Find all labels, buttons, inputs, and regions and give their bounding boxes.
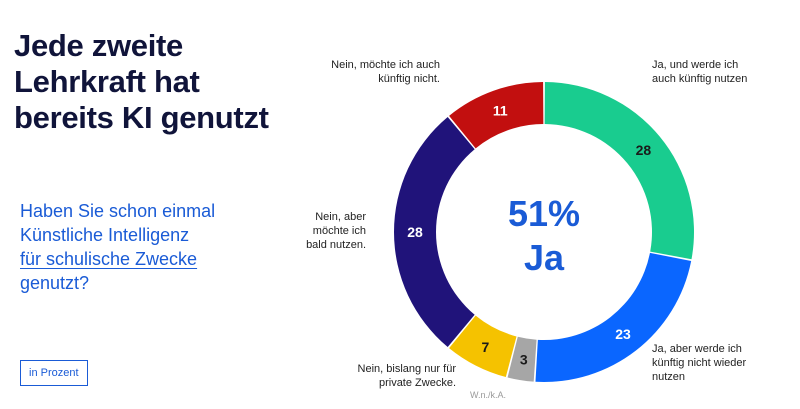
category-label: Nein, bislang nur für private Zwecke. (330, 362, 456, 390)
donut-slice (544, 82, 694, 260)
category-label: Ja, und werde ich auch künftig nutzen (652, 58, 747, 86)
slice-value-label: 11 (493, 103, 508, 119)
category-label-line: künftig nicht wieder (652, 357, 747, 369)
slice-value-label: 28 (407, 224, 423, 240)
donut-slice (535, 252, 692, 382)
category-label-line: Nein, möchte ich auch (331, 59, 440, 71)
donut-slice (449, 82, 544, 149)
category-label-line: nutzen (652, 371, 686, 383)
headline-line: bereits KI genutzt (14, 100, 269, 135)
category-label: Nein, möchte ich auch künftig nicht. (300, 58, 440, 86)
category-label-line: Ja, und werde ich (652, 59, 739, 71)
center-label: Ja (524, 237, 565, 278)
question-line-link[interactable]: für schulische Zwecke (20, 249, 198, 269)
center-percentage: 51% (508, 193, 580, 234)
headline-line: Lehrkraft hat (14, 64, 200, 99)
survey-question: Haben Sie schon einmal Künstliche Intell… (20, 199, 280, 295)
slice-value-label: 3 (520, 351, 528, 367)
unit-label: in Prozent (20, 360, 88, 386)
category-label: Ja, aber werde ich künftig nicht wieder nu… (652, 342, 746, 384)
category-label: Nein, aber möchte ich bald nutzen. (286, 210, 366, 252)
slice-value-label: 23 (615, 326, 631, 342)
category-label-line: möchte ich (312, 225, 366, 237)
slice-value-label: 7 (482, 339, 490, 355)
donut-slice (507, 336, 537, 382)
category-label-line: Ja, aber werde ich (652, 343, 742, 355)
donut-slice (449, 315, 517, 378)
headline: Jede zweite Lehrkraft hat bereits KI gen… (14, 28, 294, 136)
category-label-line: künftig nicht. (378, 73, 440, 85)
question-line: genutzt? (20, 273, 90, 293)
donut-slice (394, 116, 475, 348)
category-label-line: auch künftig nutzen (652, 73, 748, 85)
question-line: Haben Sie schon einmal (20, 201, 216, 221)
category-label-line: private Zwecke. (378, 377, 456, 389)
category-label-line: W.n./k.A. (470, 390, 507, 400)
slice-value-label: 28 (636, 142, 652, 158)
category-label-line: bald nutzen. (306, 239, 366, 251)
category-label-line: Nein, bislang nur für (357, 363, 456, 375)
category-label-line: Nein, aber (315, 211, 366, 223)
question-line: Künstliche Intelligenz (20, 225, 190, 245)
category-label: W.n./k.A. (470, 388, 506, 402)
headline-line: Jede zweite (14, 28, 184, 63)
